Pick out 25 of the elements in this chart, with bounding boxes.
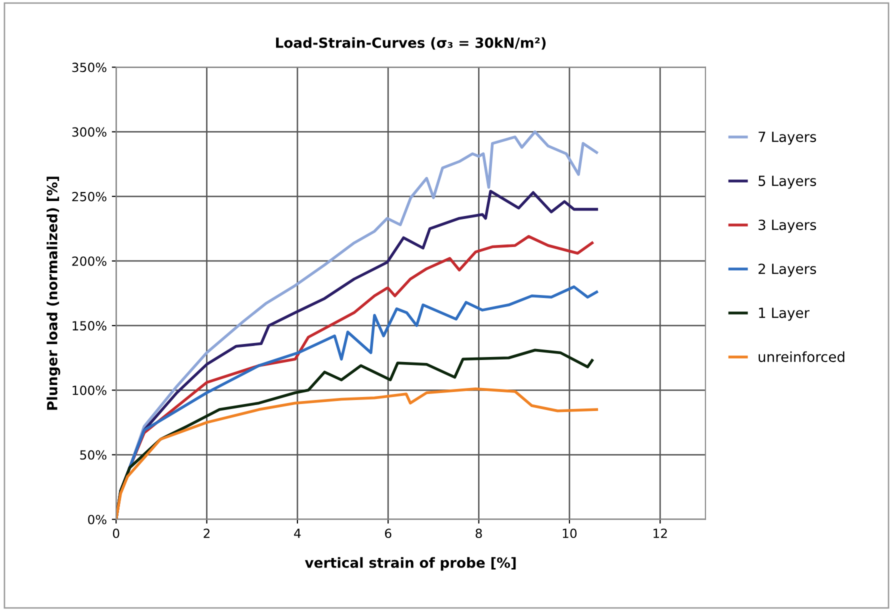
y-axis-title: Plunger load (normalized) [%] [46,176,60,410]
x-tick-label: 0 [112,528,120,538]
legend-label: 3 Layers [758,220,816,233]
x-tick-label: 6 [385,528,392,538]
line-series [116,387,598,520]
y-tick-label: 0% [88,514,106,524]
x-tick-label: 12 [654,528,667,538]
legend-label: unreinforced [758,351,844,362]
legend-label: 7 Layers [758,132,816,145]
y-tick-label: 50% [80,450,106,460]
legend-label: 5 Layers [758,176,816,189]
y-tick-label: 250% [72,192,106,202]
x-tick-label: 8 [476,528,482,538]
legend-label: 1 Layer [759,308,810,321]
x-tick-label: 2 [204,528,210,538]
x-tick-label: 4 [294,528,301,538]
x-tick-label: 10 [562,528,577,538]
y-tick-label: 350% [72,62,106,72]
y-tick-label: 300% [72,127,106,137]
y-tick-label: 150% [72,321,106,330]
x-axis-title: vertical strain of probe [%] [304,557,516,571]
y-tick-label: 200% [72,256,106,266]
chart-title: Load-Strain-Curves (σ₃ = 30kN/m²) [276,37,546,50]
y-tick-label: 100% [72,386,106,396]
legend-label: 2 Layers [758,264,816,277]
